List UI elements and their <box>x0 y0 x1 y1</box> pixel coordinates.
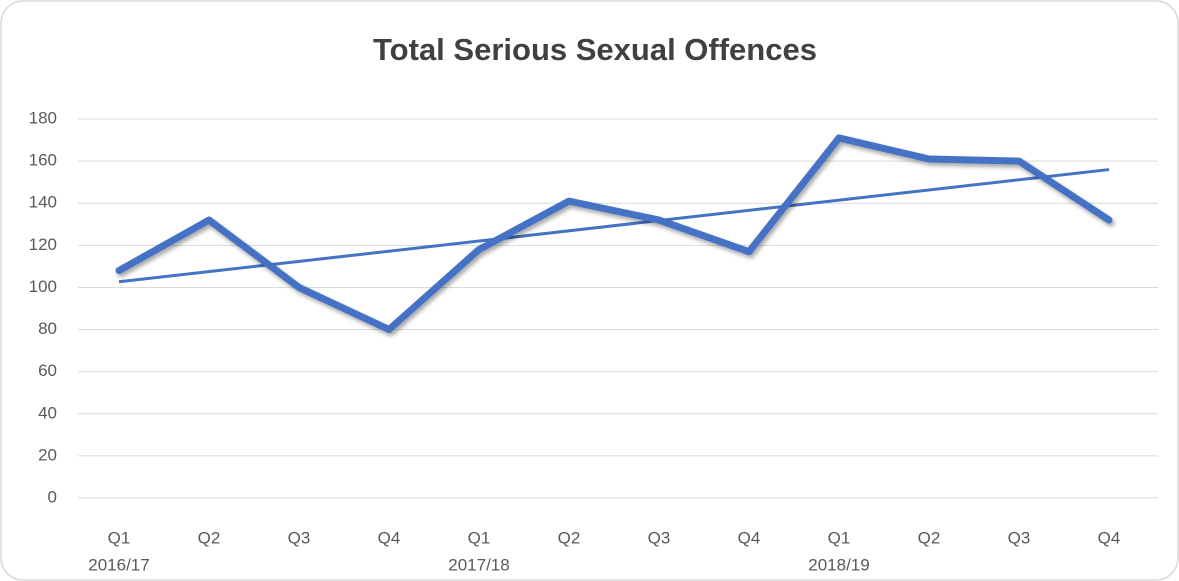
y-tick-label: 100 <box>29 277 57 296</box>
y-tick-label: 160 <box>29 151 57 170</box>
x-tick-label: Q4 <box>378 528 401 547</box>
x-tick-label: Q4 <box>738 528 761 547</box>
y-tick-label: 20 <box>38 445 57 464</box>
y-tick-label: 40 <box>38 403 57 422</box>
x-group-label: 2018/19 <box>808 555 869 574</box>
x-tick-label: Q1 <box>468 528 491 547</box>
x-group-label: 2016/17 <box>88 555 149 574</box>
x-tick-label: Q3 <box>288 528 311 547</box>
y-tick-label: 0 <box>48 487 57 506</box>
x-tick-label: Q1 <box>828 528 851 547</box>
x-tick-label: Q2 <box>558 528 581 547</box>
y-tick-label: 140 <box>29 193 57 212</box>
x-group-label: 2017/18 <box>448 555 509 574</box>
trendline <box>118 168 1110 284</box>
x-tick-label: Q3 <box>1008 528 1031 547</box>
y-tick-label: 80 <box>38 319 57 338</box>
x-tick-label: Q1 <box>108 528 131 547</box>
chart-title: Total Serious Sexual Offences <box>373 32 817 67</box>
x-tick-label: Q4 <box>1098 528 1121 547</box>
x-tick-label: Q3 <box>648 528 671 547</box>
x-tick-label: Q2 <box>918 528 941 547</box>
y-tick-label: 120 <box>29 235 57 254</box>
y-tick-label: 60 <box>38 361 57 380</box>
x-tick-label: Q2 <box>198 528 221 547</box>
y-tick-label: 180 <box>29 108 57 127</box>
data-line <box>115 134 1113 334</box>
